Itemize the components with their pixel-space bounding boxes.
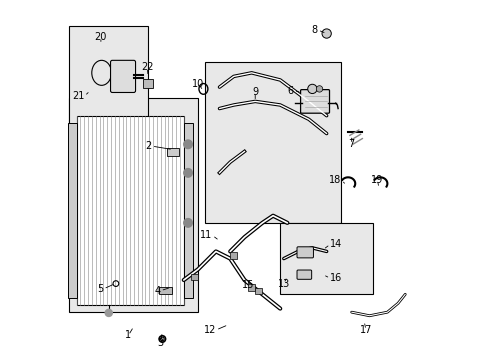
Circle shape: [307, 84, 316, 94]
Text: 14: 14: [329, 239, 342, 249]
Bar: [142, 79, 153, 88]
Circle shape: [105, 309, 112, 316]
Bar: [166, 148, 179, 156]
Text: 20: 20: [95, 32, 107, 42]
Text: 7: 7: [348, 139, 354, 149]
Bar: [255, 288, 262, 294]
Circle shape: [183, 140, 192, 149]
Text: 16: 16: [329, 273, 342, 283]
Text: 22: 22: [141, 63, 153, 72]
Bar: [190, 274, 198, 280]
Text: 8: 8: [311, 25, 317, 35]
Bar: [67, 123, 77, 298]
Text: 4: 4: [154, 286, 160, 296]
Text: 12: 12: [203, 325, 216, 335]
Bar: [159, 287, 172, 294]
Text: 19: 19: [370, 175, 383, 185]
Circle shape: [316, 86, 322, 92]
Circle shape: [322, 29, 331, 38]
Bar: [77, 116, 183, 305]
Text: 1: 1: [125, 330, 131, 341]
Text: 2: 2: [145, 141, 151, 151]
Bar: [230, 252, 237, 258]
Text: 6: 6: [287, 86, 293, 96]
Text: 15: 15: [242, 280, 254, 291]
Text: 5: 5: [97, 284, 103, 294]
Bar: [205, 62, 340, 223]
Text: 10: 10: [192, 78, 204, 89]
Text: 11: 11: [200, 230, 212, 240]
FancyBboxPatch shape: [296, 270, 311, 279]
Text: 18: 18: [329, 175, 341, 185]
Text: 3: 3: [157, 338, 163, 347]
Bar: [247, 284, 255, 291]
Circle shape: [183, 168, 192, 177]
Bar: [183, 123, 192, 298]
Text: 9: 9: [252, 87, 258, 98]
Circle shape: [183, 219, 192, 227]
Text: 13: 13: [277, 279, 289, 289]
Bar: [280, 223, 372, 294]
FancyBboxPatch shape: [110, 60, 135, 93]
Bar: [69, 98, 198, 312]
Text: 21: 21: [72, 91, 84, 101]
Bar: [69, 26, 148, 126]
Text: 17: 17: [359, 325, 371, 335]
FancyBboxPatch shape: [300, 90, 329, 113]
FancyBboxPatch shape: [296, 247, 313, 258]
